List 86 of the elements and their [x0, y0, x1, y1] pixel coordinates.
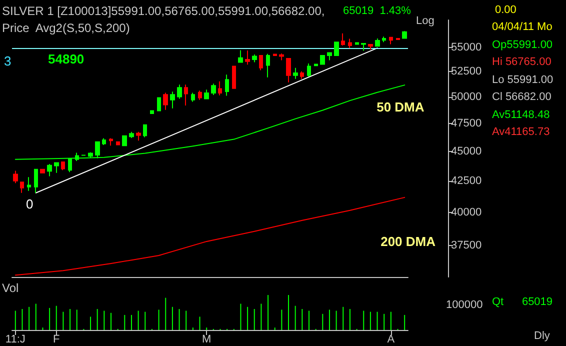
candlestick — [170, 91, 175, 109]
candlestick — [293, 67, 298, 80]
candlestick — [273, 54, 277, 56]
y-tick-label: 55000 — [451, 41, 482, 54]
candlestick — [211, 83, 216, 96]
text: 3 — [4, 54, 12, 68]
candlestick — [177, 84, 182, 100]
candlestick — [368, 44, 373, 50]
y-axis-title: Vol — [2, 281, 19, 295]
candlestick — [361, 42, 366, 52]
candlestick — [245, 50, 250, 66]
text: Cl 56682.00 — [492, 91, 552, 103]
candlestick — [341, 32, 345, 46]
text: Dly — [534, 330, 550, 342]
candlestick — [259, 55, 263, 71]
x-tick-label: A — [387, 334, 396, 346]
candlestick — [116, 141, 120, 146]
candlestick — [355, 42, 359, 45]
text: Av51148.48 — [492, 109, 550, 121]
y-tick-label: 40000 — [451, 206, 482, 218]
x-tick-label: 11:J — [5, 334, 26, 346]
candlestick — [266, 53, 270, 78]
candlestick — [334, 42, 339, 56]
chart-subtitle: Price Avg2(S,50,S,200) — [2, 21, 130, 35]
line-series — [14, 196, 406, 276]
candlestick — [102, 138, 106, 146]
candlestick — [389, 36, 393, 45]
chart-title: SILVER 1 [Z100013]55991.00,56765.00,55991.00,56682.00, — [2, 4, 325, 18]
candlestick — [143, 124, 147, 138]
candlestick — [54, 162, 59, 174]
candlestick — [314, 64, 318, 66]
text: 200 DMA — [380, 234, 436, 249]
candlestick — [327, 52, 332, 61]
candlestick — [150, 110, 154, 114]
candlestick — [122, 135, 127, 146]
annotation: 0 — [26, 196, 34, 212]
candlestick — [300, 70, 304, 80]
text: Log — [416, 15, 434, 27]
text: 100000 — [446, 299, 483, 311]
y-tick-label: 47500 — [451, 117, 482, 130]
text: 04/04/11 Mo — [492, 21, 552, 33]
candlestick — [198, 90, 202, 100]
candlestick — [252, 54, 257, 63]
candlestick — [218, 80, 222, 96]
candlestick — [375, 38, 380, 47]
candlestick — [191, 92, 195, 102]
candlestick — [320, 55, 325, 65]
candlestick — [61, 162, 65, 171]
candlestick — [40, 168, 45, 174]
candlestick — [225, 74, 229, 96]
text: Hi 56765.00 — [492, 56, 552, 68]
candlestick — [204, 89, 209, 100]
candlestick — [348, 38, 352, 49]
x-tick-label: F — [53, 334, 60, 346]
candlestick — [129, 131, 134, 138]
candlestick — [279, 53, 284, 61]
candlestick — [382, 36, 386, 43]
y-tick-label: 52500 — [451, 66, 482, 78]
y-tick-label: 50000 — [451, 90, 482, 103]
candlestick — [20, 182, 24, 194]
candlestick — [232, 66, 236, 89]
candlestick — [34, 168, 38, 194]
text: 65019 1.43% — [343, 5, 412, 17]
text: Qt 65019 — [492, 296, 553, 308]
candlestick — [13, 170, 18, 184]
candlestick — [402, 30, 407, 39]
x-tick-label: M — [202, 334, 212, 346]
candlestick — [27, 176, 31, 192]
y-tick-label: 45000 — [451, 145, 482, 158]
candlestick — [286, 58, 291, 83]
candlestick — [307, 63, 311, 78]
candlestick — [136, 131, 141, 142]
y-tick-label: 42500 — [451, 174, 482, 187]
text: Op55991.00 — [492, 39, 553, 51]
ref-line-label: 54890 — [48, 52, 84, 67]
text: 0.00 — [495, 4, 516, 16]
candlestick — [47, 164, 52, 177]
candlestick — [163, 92, 168, 110]
text: Lo 55991.00 — [492, 74, 554, 86]
candlestick — [157, 96, 161, 112]
y-tick-label: 37500 — [451, 240, 482, 252]
series-label: 50 DMA — [376, 100, 425, 115]
candlestick — [109, 138, 113, 146]
candlestick — [238, 50, 243, 63]
text: Av41165.73 — [492, 126, 550, 138]
candlestick — [184, 84, 188, 106]
